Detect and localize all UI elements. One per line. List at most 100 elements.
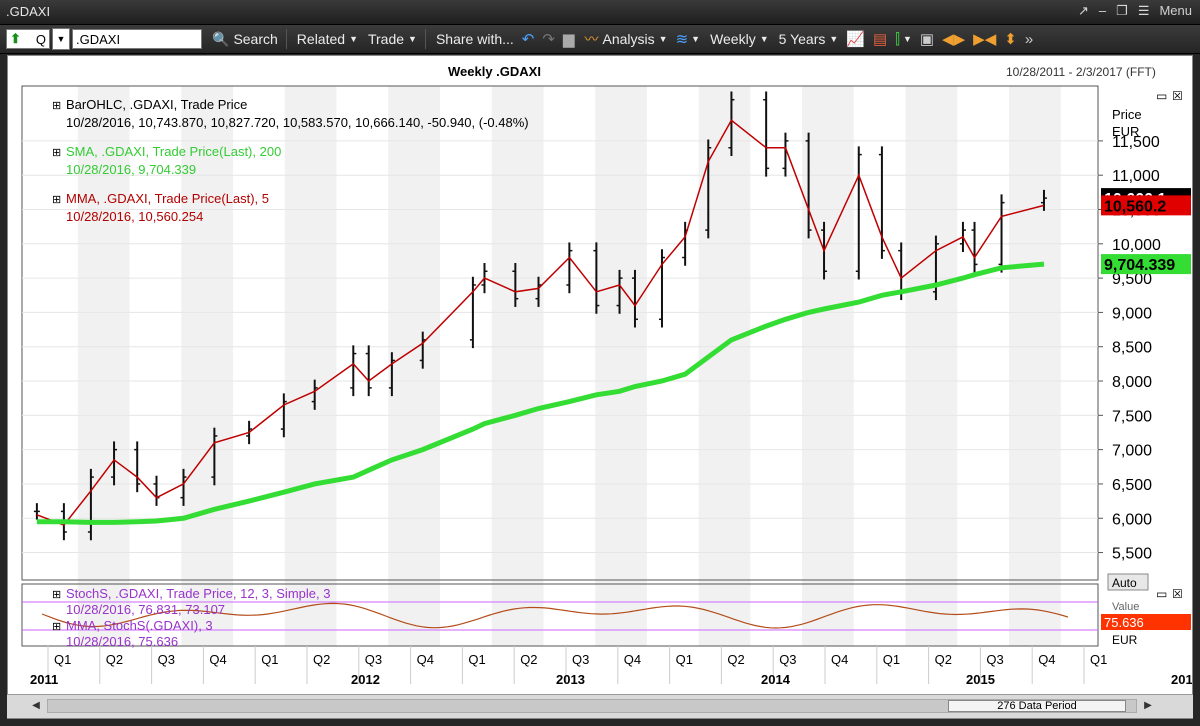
share-with-menu[interactable]: Share with... [435, 31, 514, 47]
minimize-icon[interactable]: – [1098, 3, 1107, 18]
menu-icon[interactable]: ☰ [1137, 3, 1150, 18]
legend-line: BarOHLC, .GDAXI, Trade Price [66, 97, 247, 112]
menu-label[interactable]: Menu [1159, 3, 1192, 18]
time-scrollbar[interactable]: 276 Data Period [47, 699, 1137, 713]
y-tick-label: 9,500 [1112, 271, 1152, 288]
chevron-down-icon[interactable]: ▼ [691, 34, 701, 44]
y-tick-label: 6,000 [1112, 511, 1152, 528]
instrument-dropdown-button[interactable]: ▼ [52, 28, 70, 50]
chevron-down-icon: ▼ [829, 34, 839, 44]
panel-close-icon: ☒ [1172, 89, 1183, 103]
scroll-right-arrow-icon[interactable]: ▶ [1144, 700, 1152, 711]
search-button[interactable]: 🔍 Search [212, 30, 278, 48]
chevron-down-icon: ▼ [658, 34, 668, 44]
quarter-label: Q2 [106, 652, 123, 667]
price-axis-title: Price [1112, 107, 1142, 122]
quarter-label: Q4 [209, 652, 226, 667]
instrument-type-label: Q [35, 31, 46, 47]
redo-icon[interactable]: ↷ [542, 31, 555, 48]
price-panel-frame [21, 85, 1099, 581]
mma-5-line [36, 119, 1045, 526]
y-tick-label: 11,000 [1112, 168, 1160, 185]
scrollbar-area: ◀ 276 Data Period ▶ [7, 694, 1193, 718]
analysis-menu[interactable]: 〰 Analysis ▼ [584, 31, 668, 47]
stoch-panel-frame [21, 583, 1099, 647]
legend-toggle-icon: ⊞ [52, 147, 61, 159]
year-label: 2011 [30, 672, 58, 687]
chart-date-range: 10/28/2011 - 2/3/2017 (FFT) [1006, 65, 1156, 79]
candle-chart-icon[interactable]: ▤ [872, 31, 888, 48]
search-icon: 🔍 [212, 30, 230, 47]
auto-scale-button-bg[interactable] [1107, 573, 1149, 591]
bar-chart-icon[interactable]: ⫿ [895, 30, 900, 48]
toolbar-divider [285, 29, 287, 49]
legend-values: 10/28/2016, 10,743.870, 10,827.720, 10,5… [66, 115, 529, 130]
quarter-label: Q1 [468, 652, 485, 667]
data-period-thumb[interactable]: 276 Data Period [948, 700, 1126, 712]
year-label: 2014 [761, 672, 791, 687]
stoch-legend-values: 10/28/2016, 75.636 [66, 634, 178, 649]
stoch-legend-values: 10/28/2016, 76.831, 73.107 [66, 602, 225, 617]
restore-icon[interactable]: ❐ [1116, 3, 1128, 18]
stoch-panel-close-icon: ☒ [1172, 587, 1183, 601]
y-tick-label: 7,000 [1112, 443, 1152, 460]
window-controls: ↗ – ❐ ☰ Menu [1078, 3, 1192, 19]
analysis-icon: 〰 [584, 31, 599, 47]
undo-icon[interactable]: ↶ [521, 31, 535, 48]
stoch-legend-toggle-icon: ⊞ [52, 589, 61, 601]
interval-selector[interactable]: Weekly ▼ [710, 31, 769, 47]
y-tick-label: 8,500 [1112, 340, 1152, 357]
ric-input[interactable] [72, 29, 202, 49]
quarter-label: Q1 [261, 652, 278, 667]
quarter-label: Q4 [1038, 652, 1055, 667]
line-chart-icon[interactable]: 📈 [846, 31, 865, 48]
stoch-legend-line: StochS, .GDAXI, Trade Price, 12, 3, Simp… [66, 586, 330, 601]
legend-values: 10/28/2016, 10,560.254 [66, 209, 203, 224]
related-menu[interactable]: Related ▼ [296, 31, 358, 47]
quarter-label: Q4 [831, 652, 848, 667]
price-axis-unit: EUR [1112, 124, 1139, 139]
auto-scale-button: Auto [1112, 576, 1137, 590]
stoch-axis-unit: EUR [1112, 633, 1138, 647]
chevron-down-icon: ▼ [759, 34, 769, 44]
folder-icon[interactable]: ▆ [562, 31, 575, 48]
overlay-icon[interactable]: ≋ [675, 31, 689, 48]
year-label: 2016 [1171, 672, 1192, 687]
quarter-label: Q3 [779, 652, 796, 667]
quarter-label: Q1 [676, 652, 693, 667]
chevron-down-icon[interactable]: ▼ [902, 34, 912, 44]
y-tick-label: 9,000 [1112, 305, 1152, 322]
stoch-panel-restore-icon: ▭ [1156, 587, 1167, 601]
save-icon[interactable]: ▣ [919, 31, 935, 48]
chart-svg[interactable]: 5,500 6,000 6,500 7,000 7,500 8,000 8,500 9,000… [8, 56, 1192, 696]
more-icon[interactable]: » [1024, 30, 1034, 48]
quarter-label: Q3 [365, 652, 382, 667]
year-label: 2013 [556, 672, 585, 687]
range-selector[interactable]: 5 Years ▼ [778, 31, 839, 47]
quarter-band [595, 86, 647, 646]
chart-title: Weekly .GDAXI [448, 64, 541, 79]
quarter-label: Q1 [54, 652, 71, 667]
stoch-legend-toggle-icon: ⊞ [52, 621, 61, 633]
scroll-left-icon[interactable]: ◀▶ [942, 31, 966, 48]
legend-line: MMA, .GDAXI, Trade Price(Last), 5 [66, 191, 269, 206]
instrument-type-selector[interactable]: ⬆ Q [6, 29, 50, 49]
zoom-vertical-icon[interactable]: ⬍ [1004, 31, 1017, 48]
scroll-left-arrow-icon[interactable]: ◀ [32, 700, 40, 711]
popout-icon[interactable]: ↗ [1078, 3, 1089, 18]
quarter-band [388, 86, 440, 646]
legend-values: 10/28/2016, 9,704.339 [66, 162, 196, 177]
quarter-label: Q1 [1090, 652, 1107, 667]
stoch-last-label-bg [1101, 614, 1191, 630]
last-value-label: 9,704.339 [1104, 257, 1175, 274]
quarter-band [1009, 86, 1061, 646]
quarter-label: Q1 [883, 652, 900, 667]
y-tick-label: 11,500 [1112, 134, 1160, 151]
trade-menu[interactable]: Trade ▼ [367, 31, 417, 47]
quarter-band [905, 86, 958, 646]
quarter-label: Q3 [572, 652, 589, 667]
quarter-label: Q2 [313, 652, 330, 667]
zoom-fit-icon[interactable]: ▶◀ [973, 31, 997, 48]
up-arrow-icon: ⬆ [10, 31, 21, 46]
